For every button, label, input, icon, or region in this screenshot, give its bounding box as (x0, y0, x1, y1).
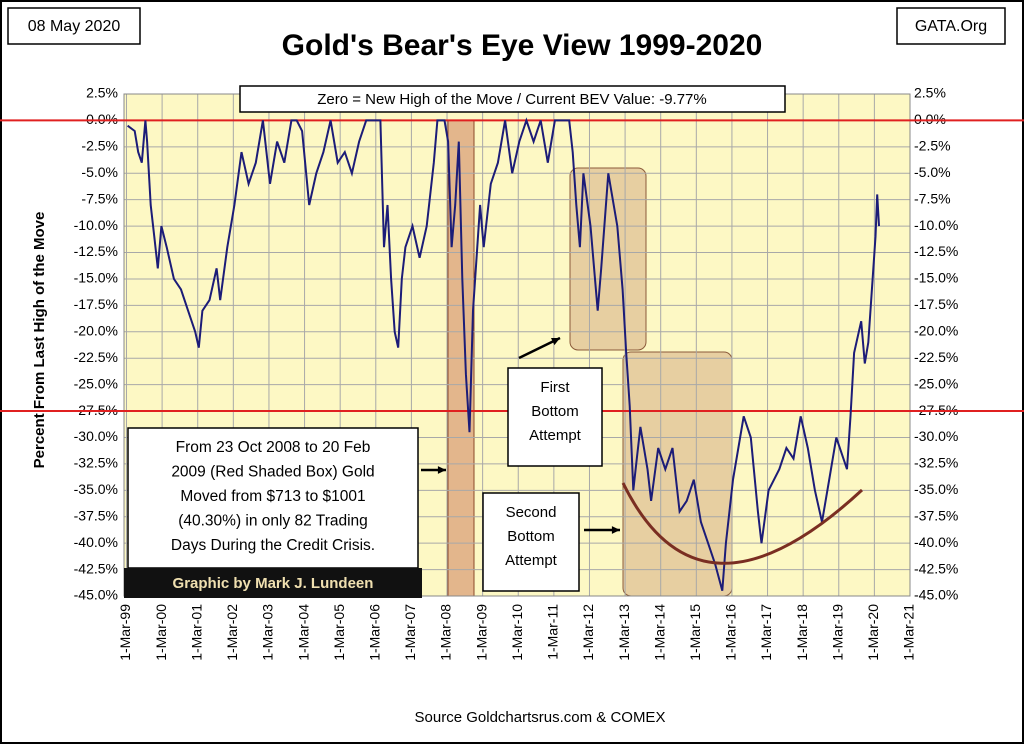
series-line (127, 117, 880, 591)
y-tick-label: 0.0% (86, 111, 118, 127)
y2-tick-label: 0.0% (914, 111, 946, 127)
y2-tick-label: -27.5% (914, 402, 958, 418)
x-tick-label: 1-Mar-99 (117, 604, 133, 661)
annotation-box (482, 492, 580, 592)
annotation-text: First (540, 379, 570, 396)
y-tick-label: -27.5% (74, 402, 118, 418)
y-axis-title: Percent From Last High of the Move (31, 212, 48, 469)
y2-tick-label: -2.5% (914, 138, 951, 154)
y-tick-label: -45.0% (74, 587, 118, 603)
y-tick-label: -40.0% (74, 534, 118, 550)
y2-tick-label: -17.5% (914, 296, 958, 312)
corner-label: GATA.Org (915, 18, 987, 35)
arrow-head (611, 526, 620, 534)
annotation-text: Moved from $713 to $1001 (180, 488, 365, 505)
y2-tick-label: -20.0% (914, 322, 958, 338)
y2-tick-label: -42.5% (914, 560, 958, 576)
source: Source Goldchartsrus.com & COMEX (415, 709, 666, 726)
chart-title: Gold's Bear's Eye View 1999-2020 (282, 29, 763, 62)
y2-tick-label: -15.0% (914, 270, 958, 286)
y-tick-label: -12.5% (74, 243, 118, 259)
y-tick-label: -32.5% (74, 455, 118, 471)
annotation-text: Days During the Credit Crisis. (171, 537, 375, 554)
annotation-text: 2009 (Red Shaded Box) Gold (171, 464, 374, 481)
second-bottom-box (622, 351, 733, 597)
x-tick-label: 1-Mar-12 (580, 604, 596, 661)
annotation-text: Attempt (529, 427, 582, 444)
y2-tick-label: -25.0% (914, 375, 958, 391)
x-tick-label: 1-Mar-17 (758, 604, 774, 661)
y-tick-label: -7.5% (81, 190, 118, 206)
y2-tick-label: -30.0% (914, 428, 958, 444)
x-tick-label: 1-Mar-03 (260, 604, 276, 661)
y-tick-label: -5.0% (81, 164, 118, 180)
y-tick-label: -30.0% (74, 428, 118, 444)
y2-tick-label: -40.0% (914, 534, 958, 550)
annotation-text: Attempt (505, 552, 558, 569)
y2-tick-label: -10.0% (914, 217, 958, 233)
y2-tick-label: -12.5% (914, 243, 958, 259)
x-tick-label: 1-Mar-16 (723, 604, 739, 661)
annotation-text: (40.30%) in only 82 Trading (178, 513, 368, 530)
x-tick-label: 1-Mar-20 (865, 604, 881, 661)
y-tick-label: 2.5% (86, 85, 118, 101)
y2-tick-label: -32.5% (914, 455, 958, 471)
x-tick-label: 1-Mar-04 (295, 604, 311, 661)
x-tick-label: 1-Mar-00 (153, 604, 169, 661)
y2-tick-label: 2.5% (914, 85, 946, 101)
y-tick-label: -42.5% (74, 560, 118, 576)
x-tick-label: 1-Mar-13 (616, 604, 632, 661)
annotation-text: Bottom (531, 403, 579, 420)
arrow-head (437, 466, 446, 474)
x-tick-label: 1-Mar-08 (438, 604, 454, 661)
annotation-text: From 23 Oct 2008 to 20 Feb (176, 439, 371, 456)
x-tick-label: 1-Mar-06 (366, 604, 382, 661)
y2-tick-label: -7.5% (914, 190, 951, 206)
y-tick-label: -20.0% (74, 322, 118, 338)
date-label: 08 May 2020 (28, 18, 121, 35)
y-tick-label: -10.0% (74, 217, 118, 233)
y2-tick-label: -37.5% (914, 507, 958, 523)
y-tick-label: -15.0% (74, 270, 118, 286)
subtitle-box (239, 85, 786, 113)
x-tick-label: 1-Mar-14 (651, 604, 667, 661)
arrow-head (551, 338, 560, 346)
x-tick-label: 1-Mar-07 (402, 604, 418, 661)
corner-box (896, 7, 1006, 45)
y2-tick-label: -5.0% (914, 164, 951, 180)
x-tick-label: 1-Mar-18 (794, 604, 810, 661)
x-tick-label: 1-Mar-05 (331, 604, 347, 661)
y-tick-label: -2.5% (81, 138, 118, 154)
annotation-box (507, 367, 603, 467)
x-tick-label: 1-Mar-10 (509, 604, 525, 661)
x-tick-label: 1-Mar-19 (829, 604, 845, 661)
date-box (7, 7, 141, 45)
x-tick-label: 1-Mar-01 (188, 604, 204, 661)
credit-bar (124, 568, 422, 598)
subtitle: Zero = New High of the Move / Current BE… (317, 91, 707, 108)
y-tick-label: -35.0% (74, 481, 118, 497)
bottom-curve (621, 482, 864, 565)
y2-tick-label: -22.5% (914, 349, 958, 365)
y-tick-label: -37.5% (74, 507, 118, 523)
y2-tick-label: -35.0% (914, 481, 958, 497)
y2-tick-label: -45.0% (914, 587, 958, 603)
annotation-text: Second (506, 504, 557, 521)
annotation-text: Bottom (507, 528, 555, 545)
y-tick-label: -17.5% (74, 296, 118, 312)
x-tick-label: 1-Mar-21 (901, 604, 917, 661)
x-tick-label: 1-Mar-02 (224, 604, 240, 661)
x-tick-label: 1-Mar-09 (473, 604, 489, 661)
y-tick-label: -22.5% (74, 349, 118, 365)
x-tick-label: 1-Mar-15 (687, 604, 703, 661)
x-tick-label: 1-Mar-11 (545, 604, 561, 660)
credit: Graphic by Mark J. Lundeen (173, 575, 374, 592)
y-tick-label: -25.0% (74, 375, 118, 391)
annotation-box (127, 427, 419, 569)
